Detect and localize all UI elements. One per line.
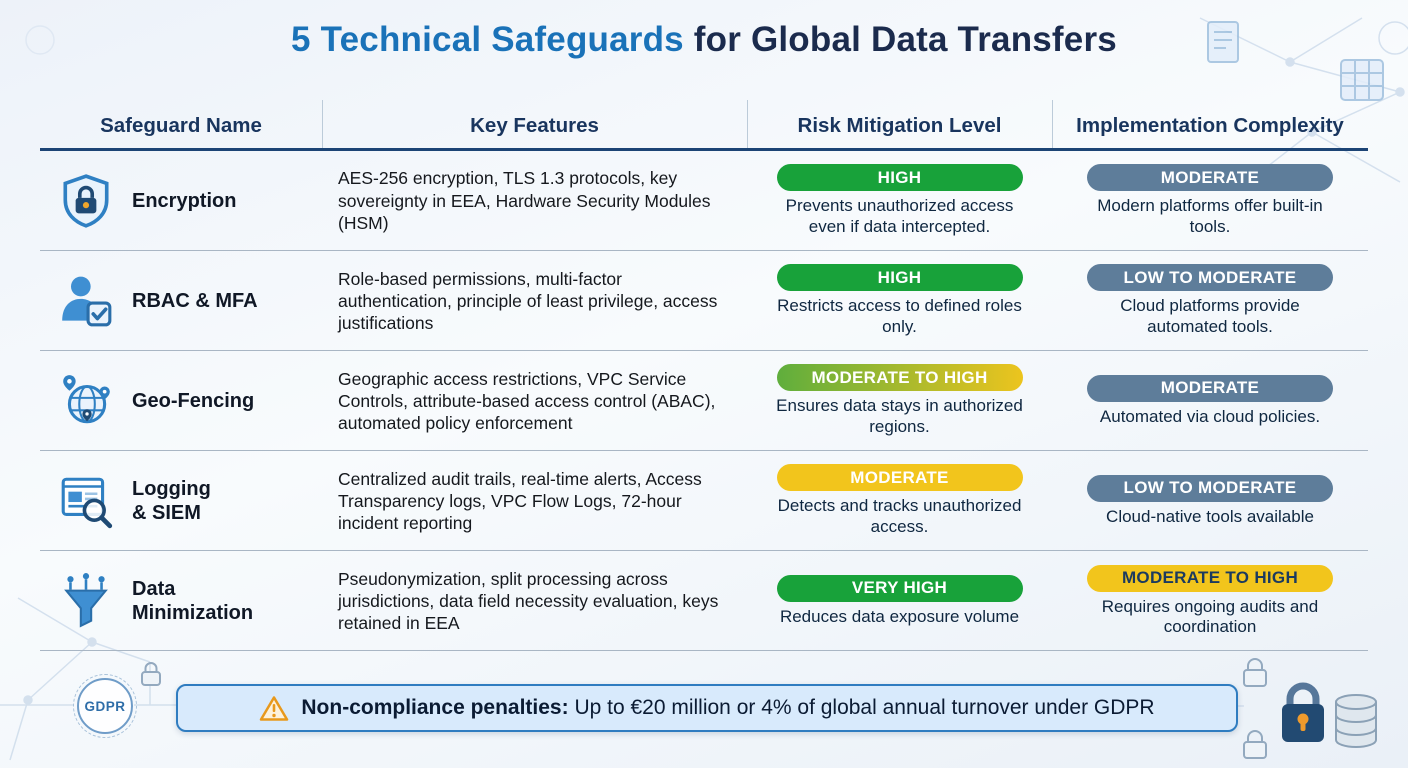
implementation-badge: MODERATE <box>1087 164 1333 192</box>
key-features: Geographic access restrictions, VPC Serv… <box>338 368 716 433</box>
risk-badge: VERY HIGH <box>776 574 1023 602</box>
column-divider <box>747 100 748 148</box>
table-header: Safeguard Name Key Features Risk Mitigat… <box>40 104 1368 148</box>
risk-description: Detects and tracks unauthorized access. <box>777 496 1022 536</box>
column-header-key-features: Key Features <box>470 114 599 137</box>
table-row: Data Minimization Pseudonymization, spli… <box>40 551 1368 652</box>
user-mfa-icon <box>56 271 116 331</box>
risk-description: Reduces data exposure volume <box>779 606 1020 626</box>
table-body: Encryption AES-256 encryption, TLS 1.3 p… <box>40 151 1368 652</box>
padlock-icon <box>1282 682 1324 742</box>
database-icon <box>1335 694 1377 748</box>
implementation-description: Requires ongoing audits and coordination <box>1101 596 1319 636</box>
risk-badge: MODERATE <box>776 464 1023 492</box>
table-row: Geo-Fencing Geographic access restrictio… <box>40 351 1368 452</box>
log-magnifier-icon <box>56 471 116 531</box>
small-lock-icon <box>141 662 161 686</box>
shield-lock-icon <box>56 171 116 231</box>
column-header-safeguard-name: Safeguard Name <box>100 114 262 137</box>
risk-badge: MODERATE TO HIGH <box>776 364 1023 392</box>
table-row: RBAC & MFA Role-based permissions, multi… <box>40 251 1368 352</box>
funnel-icon <box>56 571 116 631</box>
penalty-banner: Non-compliance penalties: Up to €20 mill… <box>176 684 1238 732</box>
table-row: Encryption AES-256 encryption, TLS 1.3 p… <box>40 151 1368 252</box>
document-icon <box>1207 21 1239 63</box>
risk-badge: HIGH <box>776 264 1023 292</box>
column-divider <box>1052 100 1053 148</box>
safeguard-name: Encryption <box>132 189 237 212</box>
safeguard-name: RBAC & MFA <box>132 289 258 312</box>
penalty-text-line: Non-compliance penalties: Up to €20 mill… <box>301 696 1154 720</box>
header-rule <box>40 148 1368 151</box>
safeguard-name: Logging & SIEM <box>132 477 211 524</box>
key-features: Centralized audit trails, real-time aler… <box>338 468 702 533</box>
implementation-description: Cloud platforms provide automated tools. <box>1120 296 1300 336</box>
grid-icon <box>1340 59 1384 101</box>
implementation-badge: LOW TO MODERATE <box>1087 474 1333 502</box>
implementation-description: Automated via cloud policies. <box>1099 406 1321 426</box>
globe-pins-icon <box>56 371 116 431</box>
implementation-description: Cloud-native tools available <box>1106 506 1314 526</box>
column-header-implementation: Implementation Complexity <box>1076 114 1344 137</box>
small-lock-icon <box>1243 658 1267 759</box>
implementation-badge: LOW TO MODERATE <box>1087 264 1333 292</box>
key-features: Pseudonymization, split processing acros… <box>338 568 719 633</box>
column-divider <box>322 100 323 148</box>
key-features: AES-256 encryption, TLS 1.3 protocols, k… <box>338 168 711 233</box>
penalty-label: Non-compliance penalties: <box>301 696 569 719</box>
column-header-risk-mitigation: Risk Mitigation Level <box>797 114 1002 137</box>
table-row: Logging & SIEM Centralized audit trails,… <box>40 451 1368 552</box>
risk-badge: HIGH <box>776 164 1023 192</box>
penalty-text: Up to €20 million or 4% of global annual… <box>568 696 1155 719</box>
risk-description: Restricts access to defined roles only. <box>777 296 1022 336</box>
gdpr-badge: GDPR <box>73 674 137 738</box>
title-rest: for Global Data Transfers <box>683 20 1117 59</box>
risk-description: Ensures data stays in authorized regions… <box>776 396 1023 436</box>
safeguard-name: Data Minimization <box>132 577 254 624</box>
implementation-badge: MODERATE TO HIGH <box>1087 564 1333 592</box>
key-features: Role-based permissions, multi-factor aut… <box>338 268 718 333</box>
risk-description: Prevents unauthorized access even if dat… <box>785 196 1014 236</box>
warning-icon <box>259 695 289 722</box>
page-title: 5 Technical Safeguards for Global Data T… <box>0 20 1408 60</box>
implementation-badge: MODERATE <box>1087 374 1333 402</box>
implementation-description: Modern platforms offer built-in tools. <box>1097 196 1323 236</box>
safeguard-name: Geo-Fencing <box>132 389 255 412</box>
title-highlight: 5 Technical Safeguards <box>291 20 684 59</box>
